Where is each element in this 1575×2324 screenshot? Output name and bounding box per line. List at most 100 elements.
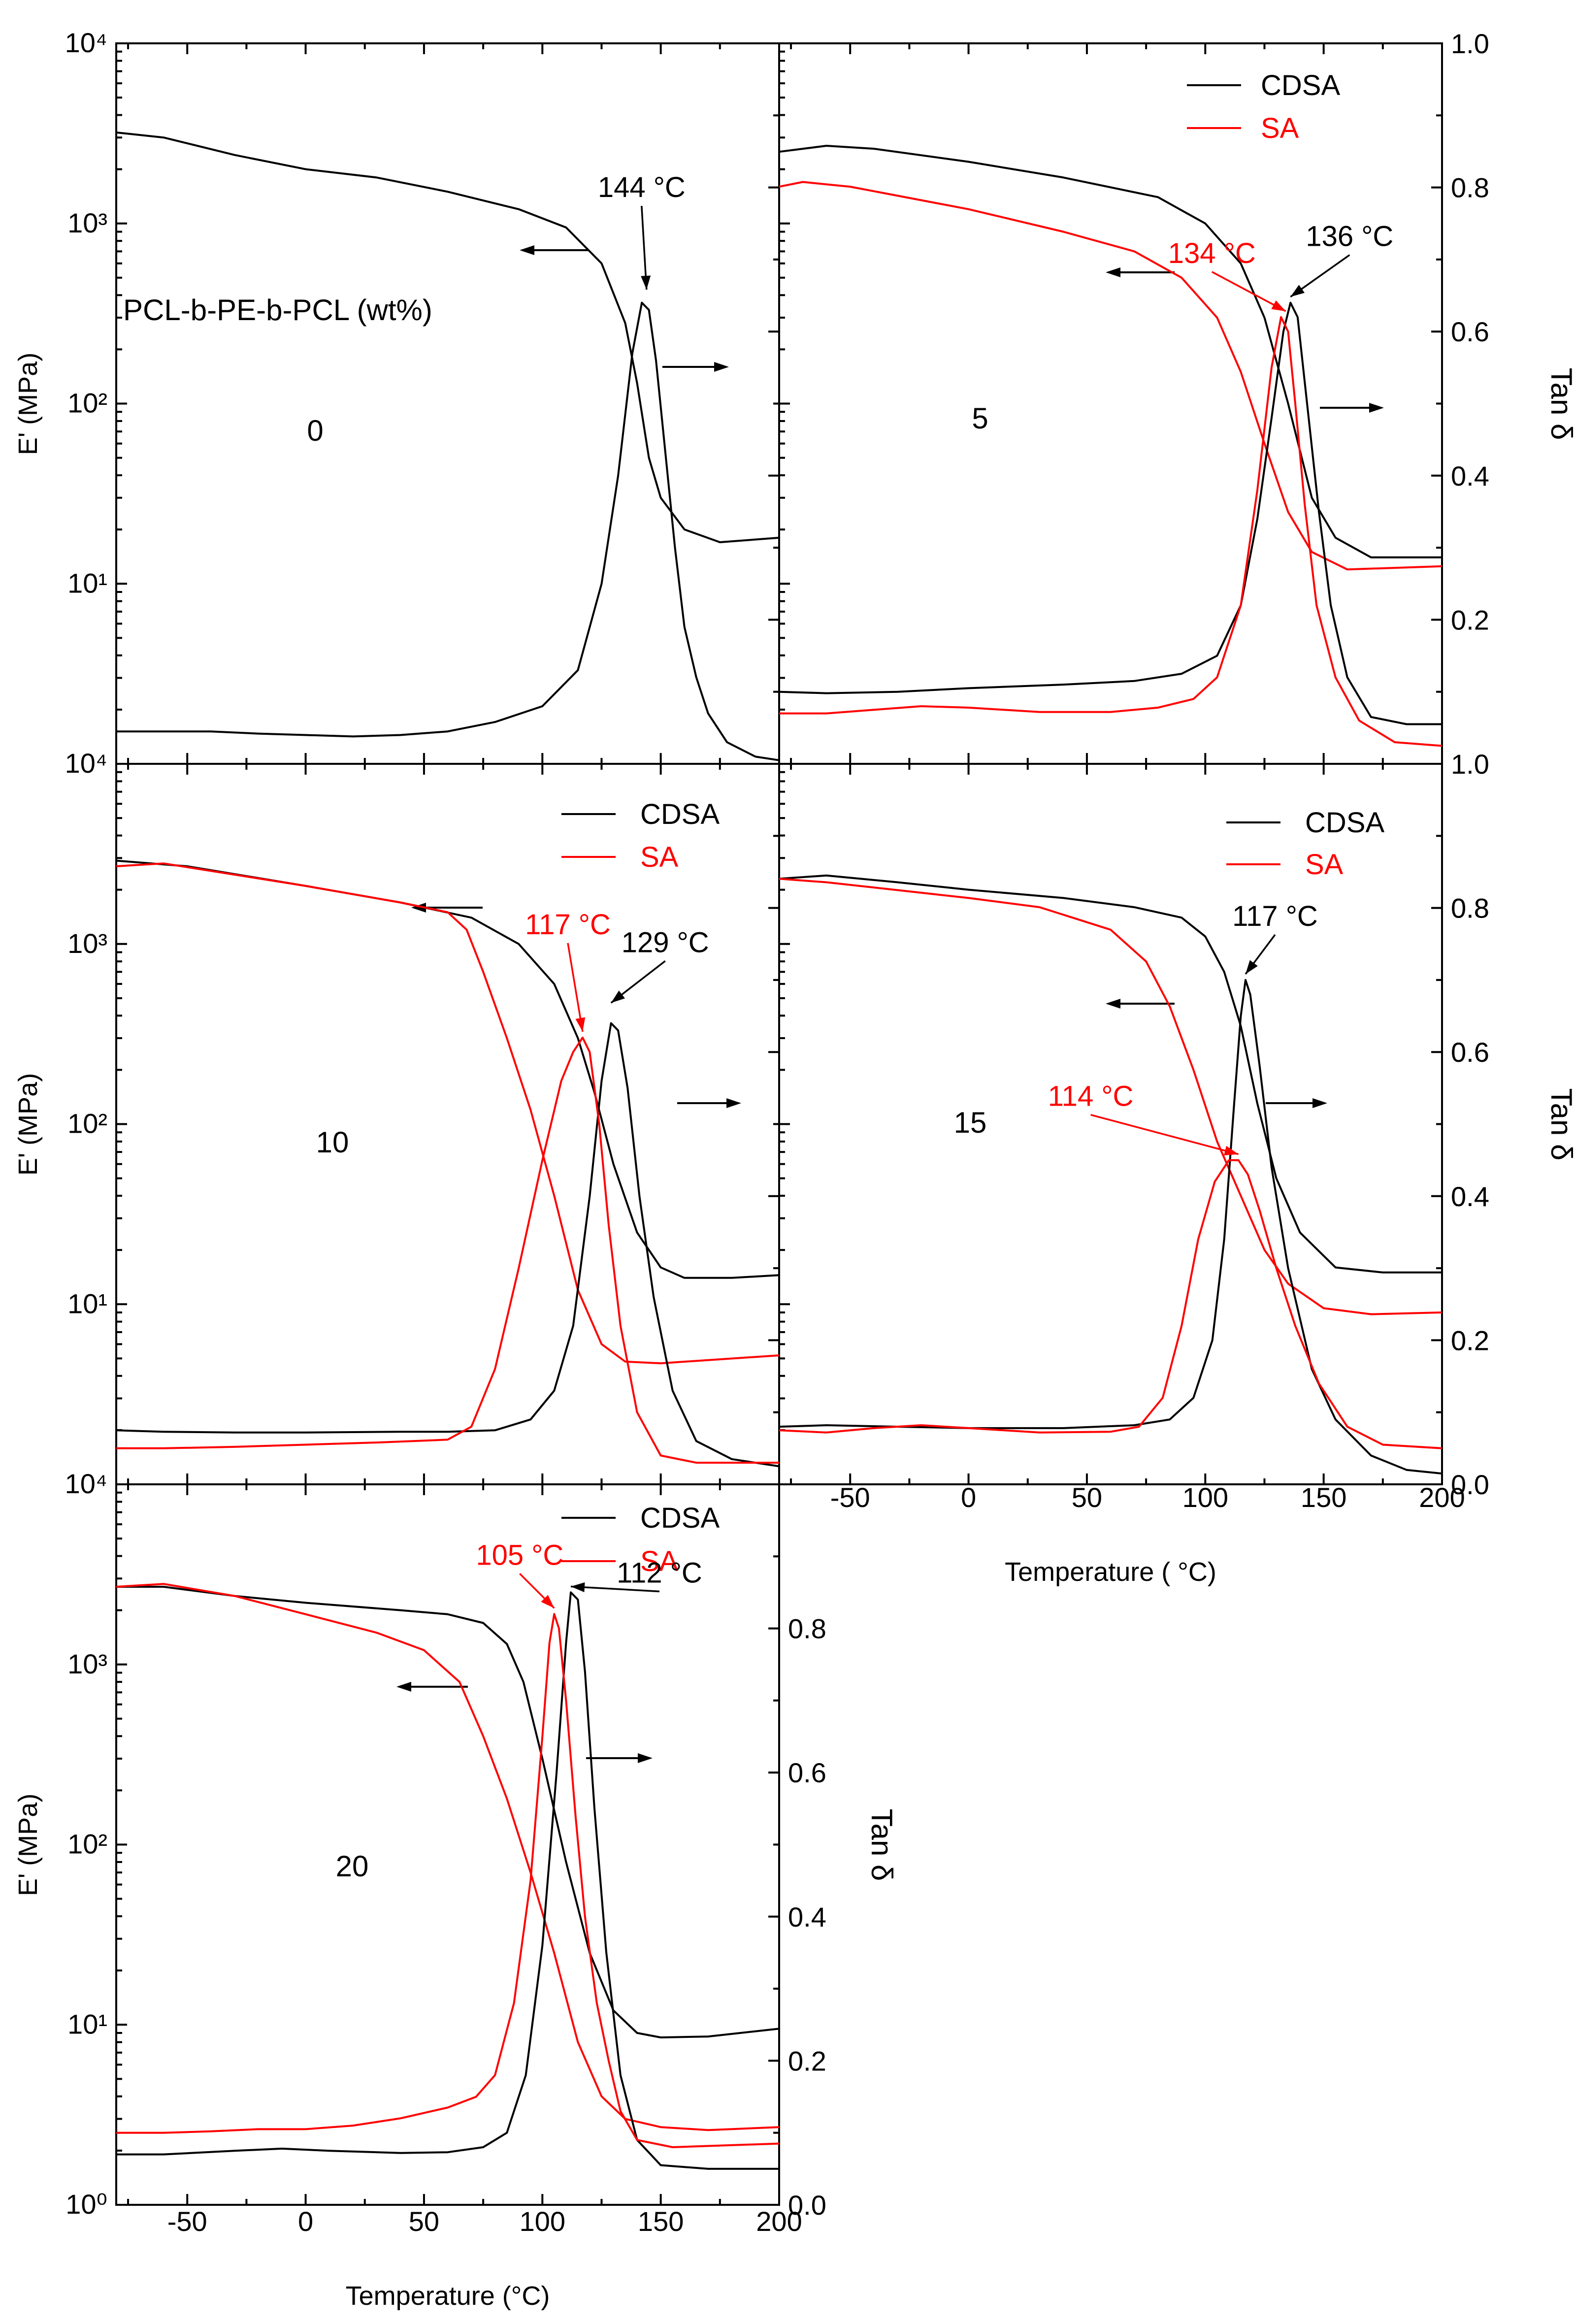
y-tick-label: 10⁴ [65,27,107,58]
peak-annotation-label: 105 °C [476,1539,563,1571]
peak-annotation-arrow [567,943,584,1032]
panel-5-sa-tan-delta-line [779,316,1443,747]
y2-tick-label: 0.0 [788,2190,826,2221]
y2-tick-label: 0.8 [1451,172,1489,203]
legend-panel-20: CDSA SA [561,1502,720,1577]
peak-annotation-label: 112 °C [617,1557,702,1589]
panel-label-0: 0 [307,414,323,447]
legend-sa-text: SA [1261,112,1299,144]
x-tick-label: 100 [1182,1482,1228,1513]
y2-tick-label: 0.8 [788,1613,826,1644]
peak-annotation-label: 144 °C [598,171,686,203]
panel-0-cdsa-tan-delta-line [116,301,780,761]
y-tick-label: 10² [67,1108,107,1139]
legend-sa-text: SA [1305,849,1344,881]
left-axis-label-top: E' (MPa) [13,353,43,455]
legend-panel-10: CDSA SA [561,798,720,873]
y2-tick-label: 1.0 [1451,28,1489,59]
y2-tick-label: 0.4 [788,1901,826,1932]
panel-20-cdsa-modulus-line [116,1586,780,2039]
peak-annotation-arrowhead [1223,1146,1239,1156]
arrow-right-panel-5 [1320,403,1384,413]
legend-cdsa-text: CDSA [1305,807,1384,839]
x-tick-label: 150 [1301,1482,1346,1513]
y2-tick-label: 0.2 [1451,1325,1489,1356]
legend-panel-15: CDSA SA [1226,807,1384,881]
y2-tick-label: 0.4 [1451,1181,1489,1212]
peak-annotation-arrowhead [641,275,651,290]
peak-annotation-arrowhead [1271,300,1286,311]
arrow-left-panel-15 [1106,999,1175,1009]
x-tick-label: 100 [520,2206,565,2237]
arrow-left-panel-5 [1106,267,1175,277]
y2-tick-label: 0.0 [1451,1469,1489,1500]
right-axis-label-middle: Tan δ [1545,1088,1575,1161]
y2-tick-label: 0.2 [1451,1325,1489,1356]
panel-10-sa-modulus-line [116,862,780,1365]
arrow-right-panel-20 [586,1753,653,1763]
panel-20-sa-modulus-line [116,1583,780,2131]
y2-tick-label: 0.6 [1451,316,1489,347]
y2-tick-label: 0.6 [788,1757,826,1788]
y2-tick-label: 0.8 [1451,893,1489,924]
y-tick-label: 10⁰ [66,2189,107,2220]
peak-annotation-arrow [1090,1113,1239,1155]
legend-cdsa-text: CDSA [640,798,720,830]
peak-annotation-arrowhead [541,1595,555,1608]
peak-annotation-label: 114 °C [1048,1080,1134,1113]
peak-annotation-arrow [570,1585,660,1593]
y-tick-label: 10¹ [67,567,107,598]
y2-tick-label: 0.8 [1451,893,1489,924]
x-tick-label: 200 [756,2206,802,2237]
legend-cdsa-text: CDSA [1261,69,1340,101]
panel-5-cdsa-modulus-line [779,145,1442,558]
y-tick-label: 10² [67,1829,107,1860]
arrow-right-panel-10 [677,1098,741,1108]
x-tick-label: 50 [409,2206,439,2237]
y2-tick-label: 1.0 [1451,749,1489,780]
panel-10-sa-tan-delta-line [116,1036,779,1464]
peak-annotation-arrowhead [1246,960,1258,974]
peak-annotation-arrow [1211,271,1286,312]
peak-annotation-arrowhead [570,1582,585,1592]
panel-10-cdsa-tan-delta-line [116,1022,780,1468]
peak-annotation-arrowhead [1290,285,1305,297]
y-tick-label: 10³ [67,1648,107,1679]
x-tick-label: 0 [298,2206,313,2237]
left-axis-label-bottom: E' (MPa) [13,1794,43,1896]
arrow-left-panel-0 [520,245,589,255]
arrow-left-panel-20 [396,1682,468,1692]
panel-5-sa-modulus-line [779,181,1443,571]
arrow-right-panel-15 [1266,1098,1327,1108]
peak-annotation-label: 129 °C [622,926,709,958]
panel-15-sa-tan-delta-line [779,1159,1443,1449]
y-tick-label: 10⁴ [65,1468,107,1499]
panel-15-sa-modulus-line [779,878,1443,1315]
x-tick-label: -50 [167,2206,207,2237]
axis-ticks: -50 0 50 100 150 200-50 0 50 100 150 20010¹10²10³1… [65,27,1489,2237]
legend-sa-text: SA [640,1545,679,1577]
peak-annotation-arrowhead [611,990,625,1003]
legend-sa-text: SA [640,841,679,873]
y-tick-label: 10² [67,388,107,419]
y2-tick-label: 0.2 [788,2045,826,2076]
panel-label-20: 20 [336,1850,369,1883]
panel-label-15: 15 [954,1106,987,1139]
peak-annotation-label: 117 °C [525,909,611,941]
peak-annotation-label: 136 °C [1306,221,1393,253]
y-tick-label: 10¹ [67,2008,107,2039]
peak-annotation-label: 117 °C [1232,900,1318,932]
x-axis-title-panel-20: Temperature (°C) [346,2281,550,2311]
direction-arrows [396,245,1384,1763]
x-tick-label: 50 [1072,1482,1102,1513]
right-axis-label-bottom: Tan δ [865,1809,898,1881]
panel-label-10: 10 [316,1126,349,1159]
peak-annotation-label: 134 °C [1168,237,1256,269]
y2-tick-label: 0.4 [1451,1181,1489,1212]
y2-tick-label: 0.2 [1451,604,1489,635]
panel-20-sa-tan-delta-line [116,1613,780,2148]
peak-annotation-arrow [641,205,648,290]
left-axis-label-middle: E' (MPa) [13,1073,43,1176]
